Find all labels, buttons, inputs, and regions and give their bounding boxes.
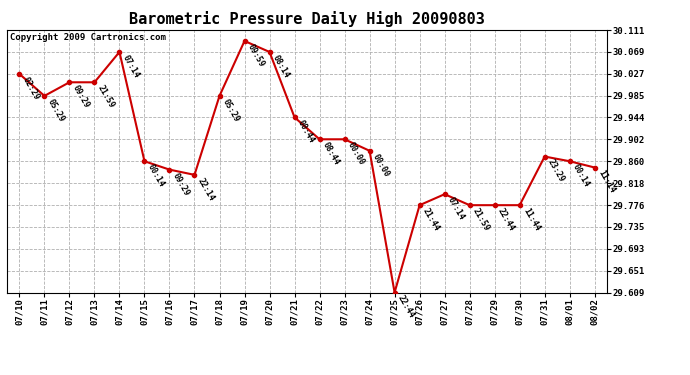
Text: 11:14: 11:14 <box>596 169 616 195</box>
Text: 05:29: 05:29 <box>221 97 242 123</box>
Text: 22:44: 22:44 <box>496 207 516 233</box>
Text: 00:44: 00:44 <box>296 119 316 145</box>
Text: 09:59: 09:59 <box>246 42 266 69</box>
Text: 00:14: 00:14 <box>571 163 591 189</box>
Text: 07:14: 07:14 <box>446 196 466 222</box>
Text: 21:59: 21:59 <box>471 207 491 233</box>
Text: 11:44: 11:44 <box>521 207 542 233</box>
Text: 09:29: 09:29 <box>71 84 91 110</box>
Text: 08:44: 08:44 <box>321 141 342 167</box>
Text: 05:29: 05:29 <box>46 97 66 123</box>
Text: 22:14: 22:14 <box>196 176 216 203</box>
Text: 02:29: 02:29 <box>21 75 41 102</box>
Text: 07:14: 07:14 <box>121 53 141 80</box>
Text: 08:14: 08:14 <box>271 53 291 80</box>
Text: 09:29: 09:29 <box>171 171 191 197</box>
Text: 21:44: 21:44 <box>421 207 442 233</box>
Text: 22:44: 22:44 <box>396 294 416 320</box>
Text: 23:29: 23:29 <box>546 158 566 184</box>
Text: 21:59: 21:59 <box>96 84 116 110</box>
Text: Copyright 2009 Cartronics.com: Copyright 2009 Cartronics.com <box>10 33 166 42</box>
Text: 00:00: 00:00 <box>371 152 391 178</box>
Title: Barometric Pressure Daily High 20090803: Barometric Pressure Daily High 20090803 <box>129 12 485 27</box>
Text: 00:14: 00:14 <box>146 163 166 189</box>
Text: 00:00: 00:00 <box>346 141 366 167</box>
